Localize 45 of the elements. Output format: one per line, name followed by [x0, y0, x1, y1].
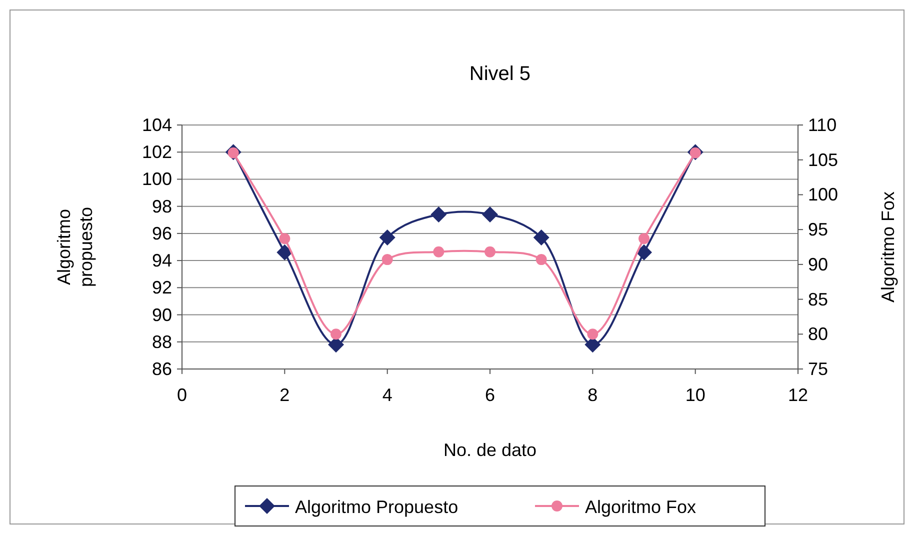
- point: [484, 246, 496, 258]
- point: [536, 254, 547, 266]
- y-tick-label: 96: [152, 223, 172, 244]
- x-tick-label: 8: [588, 385, 598, 405]
- x-tick-label: 0: [176, 385, 188, 405]
- point: [636, 244, 652, 260]
- y-axis-title: Algoritmo propuesto: [54, 206, 96, 288]
- y-tick-label: 98: [152, 196, 172, 216]
- point: [638, 233, 650, 244]
- x-tick-label: 10: [685, 385, 706, 405]
- y2-tick-label: 90: [808, 254, 828, 274]
- y-tick-label: 88: [152, 332, 172, 352]
- y2-tick-label: 100: [808, 184, 838, 205]
- x-tick-label: 4: [382, 385, 392, 405]
- y2-tick-label: 80: [808, 324, 828, 344]
- y2-tick-label: 95: [808, 220, 828, 240]
- point: [430, 206, 447, 222]
- y-tick-label: 100: [142, 169, 172, 190]
- y-tick-label: 86: [152, 359, 172, 379]
- y-tick-label: 94: [152, 250, 172, 271]
- y2-tick-label: 110: [808, 115, 837, 135]
- point: [482, 206, 498, 222]
- x-tick-label: 6: [484, 385, 496, 405]
- legend-label: Algoritmo Propuesto: [295, 497, 458, 517]
- chart-title: Nivel 5: [469, 63, 531, 85]
- point: [382, 254, 393, 266]
- y-tick-label: 90: [152, 304, 172, 325]
- y2-axis-title: Algoritmo Fox: [878, 191, 898, 303]
- point: [276, 244, 293, 260]
- point: [279, 233, 290, 244]
- y-tick-label: 102: [142, 142, 172, 162]
- x-tick-label: 2: [280, 385, 290, 405]
- y2-tick-label: 85: [808, 289, 828, 310]
- point: [330, 328, 342, 340]
- y2-tick-label: 75: [808, 359, 828, 379]
- legend-label: Algoritmo Fox: [585, 497, 696, 517]
- point: [533, 230, 550, 246]
- y-tick-label: 104: [142, 115, 172, 135]
- point: [587, 328, 598, 340]
- point: [433, 246, 444, 258]
- y2-tick-label: 105: [808, 150, 838, 170]
- x-axis-title: No. de dato: [443, 440, 537, 460]
- x-tick-label: 12: [788, 385, 808, 405]
- point: [379, 230, 396, 246]
- y-tick-label: 92: [152, 278, 172, 298]
